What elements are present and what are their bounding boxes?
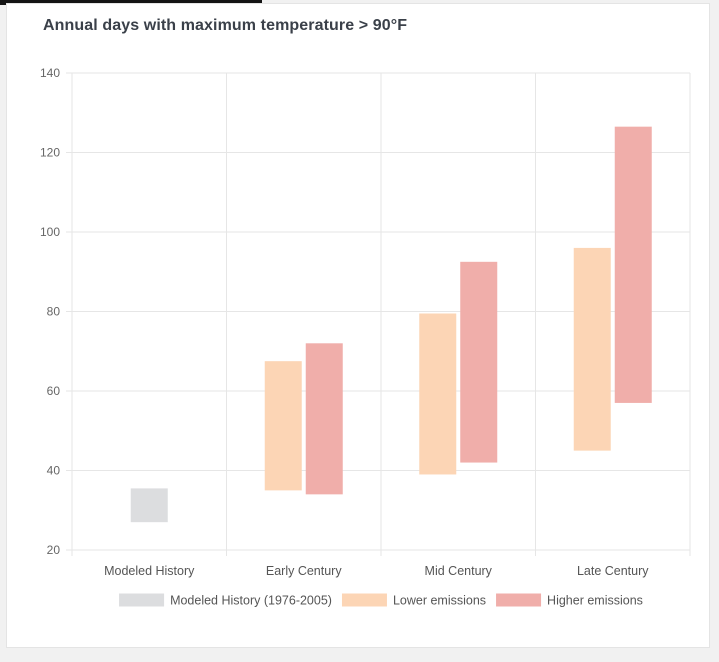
chart-title: Annual days with maximum temperature > 9… xyxy=(43,17,408,34)
chart-card: Annual days with maximum temperature > 9… xyxy=(6,3,710,648)
y-tick-label: 120 xyxy=(40,146,60,160)
legend-swatch xyxy=(119,593,165,607)
y-tick-label: 60 xyxy=(47,384,61,398)
range-bar xyxy=(614,126,652,403)
y-tick-label: 100 xyxy=(40,225,60,239)
x-category-label: Early Century xyxy=(266,564,342,578)
y-tick-label: 80 xyxy=(47,305,61,319)
range-bar xyxy=(460,261,498,463)
y-tick-label: 40 xyxy=(47,464,61,478)
x-category-label: Mid Century xyxy=(425,564,493,578)
range-bar xyxy=(264,361,302,491)
x-category-label: Late Century xyxy=(577,564,649,578)
top-dark-strip xyxy=(0,0,262,5)
x-category-label: Modeled History xyxy=(104,564,195,578)
range-bar xyxy=(573,247,611,451)
legend-label: Higher emissions xyxy=(547,594,643,608)
range-bar xyxy=(130,488,168,523)
legend-label: Modeled History (1976-2005) xyxy=(170,594,332,608)
legend-swatch xyxy=(341,593,387,607)
y-tick-label: 20 xyxy=(47,543,61,557)
range-bar xyxy=(419,313,457,475)
legend-label: Lower emissions xyxy=(393,594,486,608)
y-tick-label: 140 xyxy=(40,66,60,80)
legend-swatch xyxy=(496,593,542,607)
range-bar xyxy=(305,343,343,495)
